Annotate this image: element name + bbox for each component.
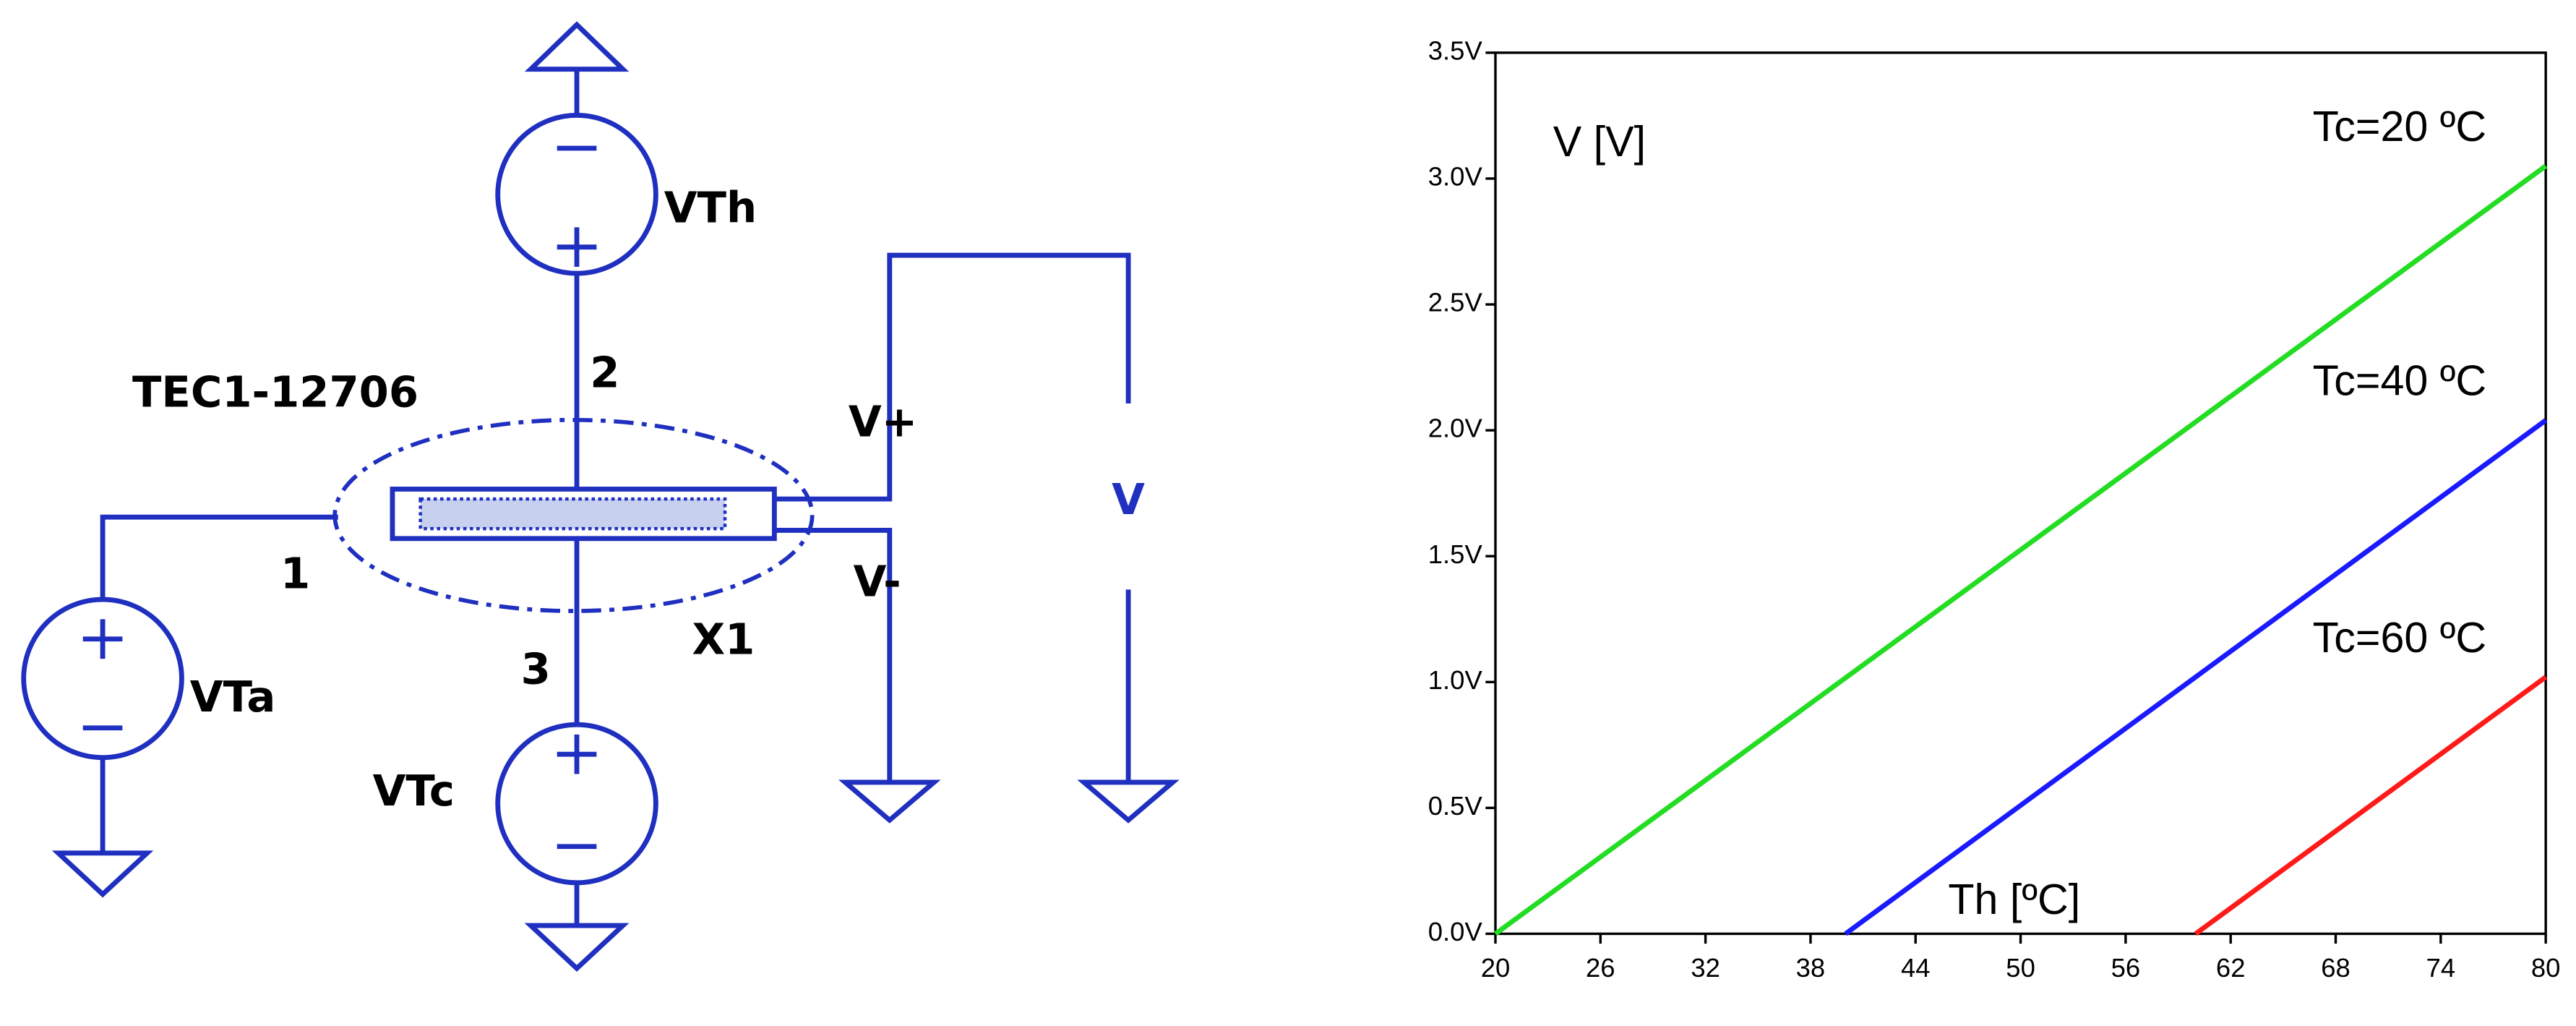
- x-tick-label: 32: [1691, 953, 1720, 983]
- pin-label: V-: [854, 557, 901, 607]
- x-tick-label: 26: [1586, 953, 1615, 983]
- ground: [524, 923, 630, 972]
- probe-label: V: [1112, 474, 1145, 524]
- y-tick-label: 2.5V: [1428, 288, 1483, 317]
- part-label: TEC1-12706: [132, 367, 418, 417]
- y-tick-label: 3.0V: [1428, 162, 1483, 192]
- y-tick-label: 1.5V: [1428, 539, 1483, 569]
- node-label: 3: [521, 644, 551, 693]
- x-tick-label: 80: [2531, 953, 2561, 983]
- x-tick-label: 68: [2321, 953, 2350, 983]
- chart: V [V] Th [ºC] 0.0V 0.5V 1.0V 1.5V 2.0V 2.5V 3.…: [1428, 36, 2561, 983]
- x-tick-label: 38: [1796, 953, 1826, 983]
- x-axis-label: Th [ºC]: [1948, 875, 2080, 923]
- x-tick-label: 20: [1481, 953, 1511, 983]
- y-tick-label: 3.5V: [1428, 36, 1483, 66]
- series-line: [1844, 418, 2548, 936]
- series-label: Tc=20 ºC: [2313, 102, 2486, 150]
- node-label: 1: [280, 548, 310, 598]
- device-body: [390, 487, 777, 542]
- wire: [774, 252, 1131, 502]
- y-tick-label: 0.0V: [1428, 917, 1483, 946]
- series-line: [2194, 675, 2548, 936]
- series-label: Tc=40 ºC: [2313, 356, 2486, 405]
- series-line: [1493, 163, 2548, 936]
- source-label: VTh: [664, 183, 757, 233]
- pin-label: V+: [849, 397, 917, 447]
- plus-sign: [82, 619, 123, 659]
- x-tick-label: 44: [1901, 953, 1931, 983]
- y-tick-label: 0.5V: [1428, 791, 1483, 821]
- source-label: VTc: [373, 766, 455, 816]
- instance-label: X1: [692, 614, 755, 664]
- source-label: VTa: [190, 672, 276, 722]
- device-core: [418, 497, 727, 531]
- x-tick-label: 56: [2111, 953, 2141, 983]
- plot-frame: [1494, 51, 2547, 936]
- y-axis-label: V [V]: [1553, 117, 1646, 166]
- plus-sign: [557, 227, 597, 267]
- schematic: VTh VTa VTc TEC1-12706 2 1 3 V+ V- X1 V: [21, 21, 1180, 972]
- ground: [51, 850, 154, 898]
- y-tick-label: 1.0V: [1428, 665, 1483, 695]
- x-tick-label: 74: [2426, 953, 2456, 983]
- node-label: 2: [590, 347, 619, 397]
- wire: [100, 514, 338, 600]
- ground: [838, 779, 941, 824]
- y-tick-label: 2.0V: [1428, 414, 1483, 443]
- ground: [524, 21, 630, 72]
- x-tick-label: 50: [2006, 953, 2035, 983]
- x-tick-label: 62: [2216, 953, 2246, 983]
- wire: [774, 527, 893, 782]
- ground: [1077, 779, 1180, 824]
- series-label: Tc=60 ºC: [2313, 613, 2486, 662]
- plus-sign: [557, 734, 597, 774]
